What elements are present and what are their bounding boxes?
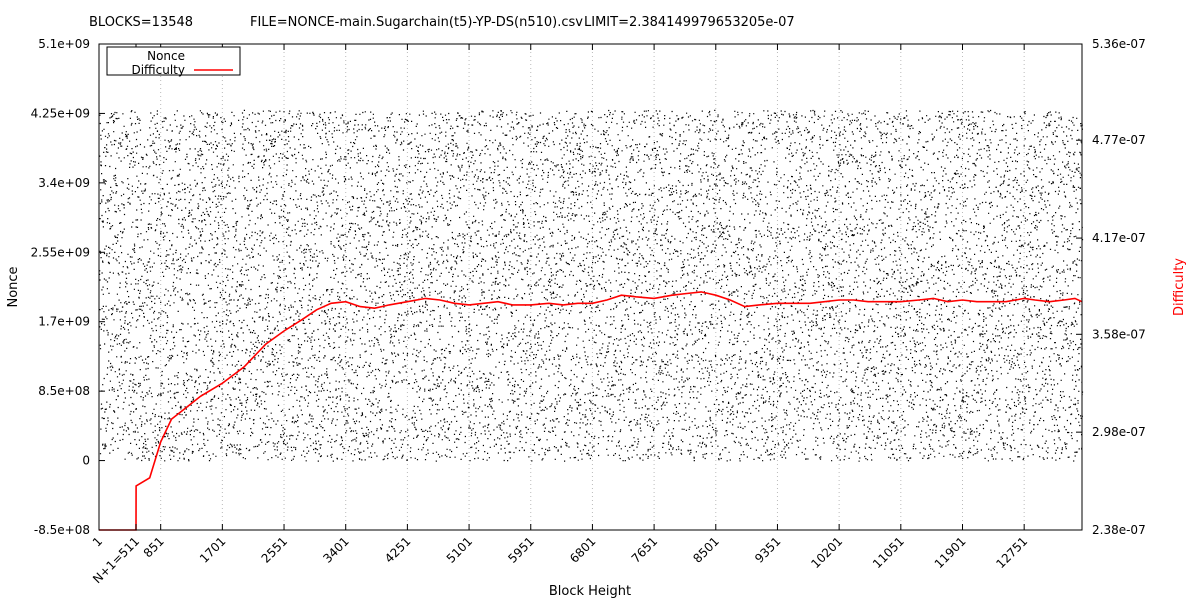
y-tick-label: -8.5e+08	[34, 523, 90, 537]
x-tick-label: 1	[90, 534, 105, 549]
y2-tick-label: 2.38e-07	[1092, 523, 1146, 537]
x-tick-label: 11901	[932, 534, 969, 571]
y-tick-label: 8.5e+08	[38, 384, 90, 398]
header-blocks: BLOCKS=13548	[89, 15, 193, 30]
x-tick-label: 1701	[197, 534, 228, 565]
x-axis-label: Block Height	[549, 584, 631, 599]
x-tick-label: 3401	[320, 534, 351, 565]
plot-frame	[98, 43, 1083, 531]
y-tick-label: 0	[82, 454, 90, 468]
y2-tick-label: 5.36e-07	[1092, 37, 1146, 51]
x-tick-label: 851	[141, 534, 167, 560]
y-tick-label: 2.55e+09	[31, 245, 90, 259]
x-tick-label: 11051	[870, 534, 907, 571]
y-tick-label: 4.25e+09	[31, 106, 90, 120]
y2-tick-label: 3.58e-07	[1092, 327, 1146, 341]
x-tick-label: 2551	[259, 534, 290, 565]
y-axis-ticks: -8.5e+08 0 8.5e+08 1.7e+09 2.55e+09 3.4e+09 4.…	[31, 37, 105, 537]
y-tick-label: 3.4e+09	[38, 176, 90, 190]
x-tick-label: 8501	[690, 534, 721, 565]
nonce-scatter-series	[99, 109, 1084, 462]
x-tick-label: 12751	[993, 534, 1030, 571]
x-tick-label: 10201	[808, 534, 845, 571]
y2-tick-label: 4.77e-07	[1092, 133, 1146, 147]
x-tick-label: 5951	[505, 534, 536, 565]
y2-axis-label: Difficulty	[1172, 258, 1187, 316]
x-tick-label: 6801	[567, 534, 598, 565]
nonce-point	[99, 109, 1084, 462]
header-file: FILE=NONCE-main.Sugarchain(t5)-YP-DS(n51…	[250, 15, 583, 30]
x-tick-label: 5101	[444, 534, 475, 565]
x-tick-label: 7651	[629, 534, 660, 565]
legend-label-nonce: Nonce	[147, 49, 185, 63]
difficulty-series-line	[99, 291, 1083, 531]
y-axis-label: Nonce	[6, 266, 21, 307]
x-tick-label: 9351	[752, 534, 783, 565]
y-tick-label: 5.1e+09	[38, 37, 90, 51]
x-tick-label: 4251	[382, 534, 413, 565]
header-limit: LIMIT=2.384149979653205e-07	[584, 15, 795, 30]
legend-label-difficulty: Difficulty	[131, 63, 185, 77]
y2-tick-label: 2.98e-07	[1092, 425, 1146, 439]
y2-axis-ticks: 2.38e-07 2.98e-07 3.58e-07 4.17e-07 4.77e-07…	[1076, 37, 1146, 537]
y2-tick-label: 4.17e-07	[1092, 231, 1146, 245]
y-tick-label: 1.7e+09	[38, 315, 90, 329]
legend: Nonce Difficulty	[106, 46, 241, 77]
